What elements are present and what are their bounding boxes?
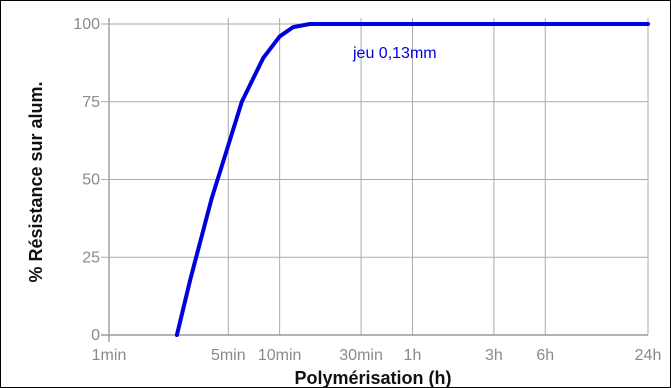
x-axis-title: Polymérisation (h) (294, 368, 451, 388)
x-tick-label: 5min (211, 347, 246, 364)
series-layer (174, 22, 650, 337)
x-tick-label: 10min (258, 347, 302, 364)
annotation-gap: jeu 0,13mm (352, 45, 437, 62)
x-tick-label: 1h (404, 347, 422, 364)
x-tick-label: 3h (485, 347, 503, 364)
x-tick-label: 30min (339, 347, 383, 364)
y-tick-label: 100 (73, 16, 100, 33)
series-line (174, 22, 650, 337)
x-tick-label: 24h (635, 347, 662, 364)
x-tick-label: 1min (92, 347, 127, 364)
y-tick-label: 50 (82, 172, 100, 189)
y-tick-label: 75 (82, 94, 100, 111)
y-tick-label: 0 (91, 327, 100, 344)
y-tick-label: 25 (82, 249, 100, 266)
y-axis-title: % Résistance sur alum. (26, 81, 46, 282)
ticks: 0 25 50 75 100 1min 5min 10min 30min 1h 3h 6h 24h (73, 16, 661, 364)
x-tick-label: 6h (536, 347, 554, 364)
